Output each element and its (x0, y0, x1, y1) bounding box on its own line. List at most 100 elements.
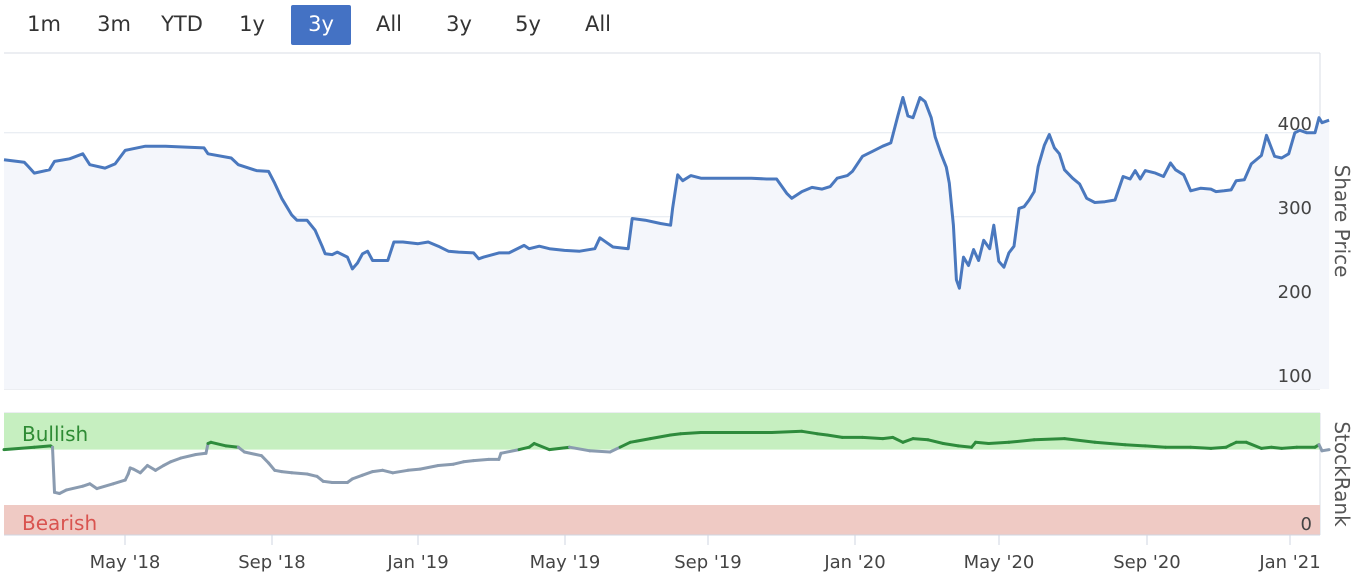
stockrank-line-segment (260, 454, 271, 465)
x-tick-label: May '20 (964, 552, 1035, 573)
stockrank-line-segment (154, 464, 166, 472)
stockrank-line-segment (1032, 437, 1066, 442)
stockrank-line-segment (267, 461, 277, 472)
price-series (3, 96, 1330, 290)
stockrank-line-segment (618, 440, 632, 449)
price-axis: 100 200 300 400 (1278, 114, 1312, 387)
stockrank-line-segment (224, 444, 240, 449)
stockrank-line-segment (209, 440, 228, 448)
price-tick-label: 300 (1278, 198, 1312, 219)
stockrank-line-segment (974, 440, 991, 445)
x-axis: May '18 Sep '18 Jan '19 May '19 Sep '19 Jan '… (90, 535, 1321, 573)
stockrank-line-segment (881, 435, 895, 441)
stockrank-line-segment (32, 444, 52, 449)
range-button-3m-1[interactable]: 3m (97, 12, 131, 36)
stockrank-line-segment (290, 471, 309, 476)
stockrank-line-segment (800, 429, 819, 436)
bearish-zone (4, 505, 1320, 535)
price-tick-label: 100 (1278, 366, 1312, 387)
stockrank-axis: 0 (1301, 514, 1312, 535)
price-tick-label: 400 (1278, 114, 1312, 135)
x-tick-label: Sep '19 (674, 552, 742, 573)
stockrank-line-segment (1093, 440, 1127, 447)
stockrank-line-segment (861, 435, 885, 441)
bearish-zone-label: Bearish (22, 511, 97, 535)
stockrank-line-segment (169, 456, 183, 464)
stockrank-line-segment (669, 432, 683, 437)
stockrank-line-segment (371, 468, 385, 474)
stockrank-line-segment (381, 468, 395, 475)
stockrank-line-segment (194, 451, 208, 456)
x-tick-label: May '19 (530, 552, 601, 573)
stockrank-line-segment (1244, 440, 1263, 450)
stockrank-line-segment (361, 470, 375, 477)
stockrank-axis-title: StockRank (1330, 421, 1354, 527)
stockrank-line-segment (406, 467, 422, 472)
range-button-1m-0[interactable]: 1m (27, 12, 61, 36)
price-area-fill (4, 97, 1330, 389)
stockrank-line-segment (65, 484, 85, 492)
x-tick-label: Jan '19 (386, 552, 448, 573)
x-tick-label: Sep '18 (238, 552, 306, 573)
stockrank-line-segment (956, 444, 974, 449)
stockrank-line-segment (305, 472, 319, 478)
x-tick-label: Jan '20 (823, 552, 885, 573)
stockrank-line-segment (568, 445, 592, 453)
x-tick-label: Sep '20 (1113, 552, 1181, 573)
stockrank-line-segment (499, 448, 521, 455)
range-button-all-5[interactable]: All (375, 12, 403, 36)
stockrank-line-segment (911, 437, 930, 442)
stockrank-line-segment (1209, 445, 1228, 450)
stockrank-line-segment (451, 460, 465, 466)
stockrank-line-segment (588, 449, 612, 454)
range-button-5y-7[interactable]: 5y (515, 12, 541, 36)
stockrank-tick-label: 0 (1301, 514, 1312, 535)
stockrank-line-segment (418, 464, 440, 471)
stockrank-line-segment (179, 453, 198, 460)
stockrank-line-segment (1280, 445, 1299, 450)
range-button-1y-3[interactable]: 1y (239, 12, 265, 36)
share-price-axis-title: Share Price (1330, 165, 1354, 278)
bullish-zone-label: Bullish (22, 422, 88, 446)
stockrank-series (2, 429, 1331, 495)
stockrank-line-segment (891, 435, 905, 444)
stockrank-line-segment (1320, 448, 1331, 453)
stockrank-line-segment (648, 433, 673, 441)
x-tick-label: May '18 (90, 552, 161, 573)
stockrank-line-segment (770, 429, 804, 434)
range-button-all-8[interactable]: All (584, 12, 612, 36)
range-selector: 1m 3m YTD 1y 3y All 3y 5y All (0, 0, 1367, 48)
stockrank-line-segment (987, 440, 1011, 445)
stockrank-line-segment (941, 442, 960, 448)
stockrank-line-segment (350, 473, 364, 481)
range-button-3y-4[interactable]: 3y (291, 5, 351, 45)
stockrank-line-segment (926, 438, 945, 445)
stockrank-line-segment (321, 479, 334, 484)
stockrank-line-segment (436, 462, 455, 467)
stockrank-line-segment (1189, 445, 1213, 450)
stockrank-line-segment (472, 457, 491, 463)
share-price-line (3, 96, 1330, 290)
stockrank-line-segment (825, 433, 844, 439)
stockrank-line-segment (462, 459, 476, 464)
stockrank-line-segment (2, 445, 36, 452)
stockrank-line-segment (547, 445, 572, 452)
stockrank-line-segment (204, 442, 210, 455)
stockrank-line-segment (242, 450, 263, 458)
stockrank-line-segment (111, 478, 127, 486)
stockrank-line-segment (532, 442, 551, 452)
range-button-ytd-2[interactable]: YTD (161, 12, 203, 36)
stockrank-line-segment (1270, 445, 1284, 450)
stockrank-line-segment (517, 445, 531, 452)
x-tick-label: Jan '21 (1258, 552, 1320, 573)
stockrank-line-segment (95, 482, 115, 491)
range-button-3y-6[interactable]: 3y (446, 12, 472, 36)
stockrank-line-segment (1123, 443, 1147, 448)
stockrank-line-segment (145, 464, 157, 472)
stockrank-line-segment (815, 432, 829, 437)
stockrank-line-segment (628, 437, 652, 444)
stockrank-line-segment (280, 470, 294, 475)
stockrank-line-segment (679, 431, 703, 436)
stockrank-line-segment (1063, 437, 1097, 444)
